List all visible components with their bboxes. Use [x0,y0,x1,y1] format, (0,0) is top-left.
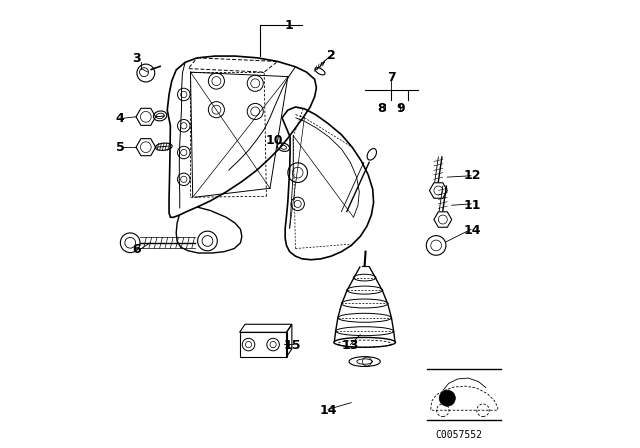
Text: 15: 15 [284,339,301,352]
Text: 7: 7 [387,71,396,84]
Text: C0057552: C0057552 [435,430,482,440]
Text: 14: 14 [464,224,481,237]
Text: 4: 4 [116,112,124,125]
Text: 6: 6 [132,243,141,256]
Text: 13: 13 [342,339,359,352]
Text: 3: 3 [132,52,141,65]
Bar [239,332,287,357]
Text: 5: 5 [116,141,124,154]
Text: 2: 2 [327,49,335,62]
Text: 12: 12 [464,169,481,182]
Text: 10: 10 [266,134,283,146]
Text: 8: 8 [378,102,386,115]
Circle shape [439,390,455,406]
Text: 1: 1 [284,19,293,32]
Text: 14: 14 [319,404,337,417]
Text: 11: 11 [464,199,481,212]
Text: 9: 9 [396,102,404,115]
